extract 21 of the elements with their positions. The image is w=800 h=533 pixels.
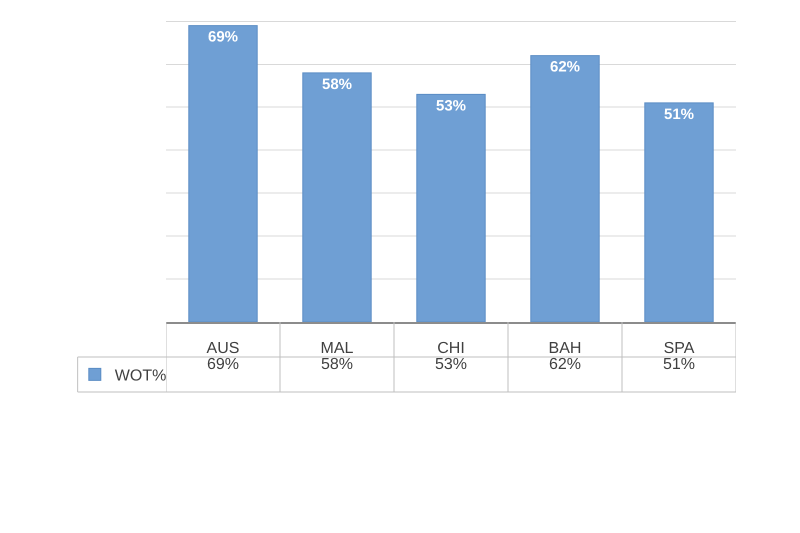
- x-tick-label: AUS: [206, 340, 240, 358]
- data-label: 51%: [663, 356, 696, 373]
- text: 51%: [664, 106, 694, 123]
- data-label: 53%: [435, 356, 468, 373]
- x-tick-label: CHI: [437, 340, 465, 358]
- legend-label: WOT%: [114, 368, 166, 385]
- data-label: 58%: [321, 356, 354, 373]
- x-tick-label: SPA: [664, 340, 695, 358]
- x-tick-label: BAH: [548, 340, 582, 358]
- data-label: 62%: [549, 356, 582, 373]
- data-label: 69%: [207, 356, 240, 373]
- bar: [530, 55, 600, 322]
- text: 58%: [322, 76, 352, 93]
- text: 69%: [208, 28, 238, 46]
- bar: [302, 72, 372, 322]
- text: 53%: [436, 97, 466, 114]
- bar: [644, 102, 714, 322]
- bar: [416, 94, 486, 322]
- x-tick-label: MAL: [320, 340, 354, 358]
- bar: [188, 25, 258, 322]
- text: 62%: [550, 58, 580, 76]
